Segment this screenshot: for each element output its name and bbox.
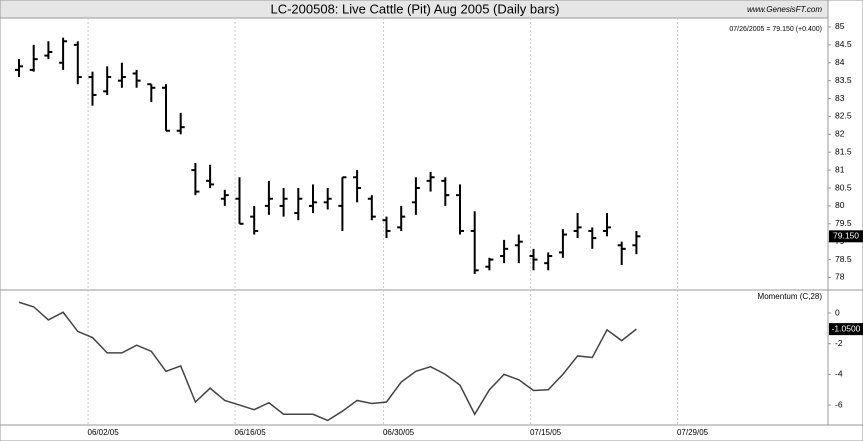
y-tick-label: 84 — [835, 57, 845, 67]
y-tick-label: 0 — [835, 307, 840, 317]
y-tick-label: 80.5 — [835, 182, 852, 192]
y-tick-label: 80 — [835, 200, 845, 210]
x-tick-label: 07/29/05 — [677, 428, 709, 437]
title-bar — [0, 0, 828, 18]
y-tick-label: 84.5 — [835, 39, 852, 49]
y-tick-label: 78.5 — [835, 254, 852, 264]
y-tick-label: 83.5 — [835, 75, 852, 85]
panel-title: Momentum (C,28) — [758, 292, 823, 301]
y-tick-label: 78 — [835, 272, 845, 282]
y-tick-label: 85 — [835, 21, 845, 31]
chart-title: LC-200508: Live Cattle (Pit) Aug 2005 (D… — [270, 1, 559, 16]
y-tick-label: 82.5 — [835, 111, 852, 121]
y-tick-label: 82 — [835, 129, 845, 139]
source: www.GenesisFT.com — [747, 5, 822, 14]
y-tick-label: -6 — [835, 399, 843, 409]
last-value-badge — [829, 323, 863, 336]
line — [18, 301, 637, 422]
x-tick-label: 06/16/05 — [235, 428, 267, 437]
last-value-label: -1.0500 — [832, 323, 861, 333]
last-value-label: 79.150 — [833, 231, 859, 241]
x-tick-label: 07/15/05 — [530, 428, 562, 437]
y-tick-label: 83 — [835, 93, 845, 103]
y-tick-label: -2 — [835, 338, 843, 348]
y-tick-label: 81.5 — [835, 146, 852, 156]
y-tick-label: 79.5 — [835, 218, 852, 228]
x-tick-label: 06/02/05 — [88, 428, 120, 437]
y-tick-label: 81 — [835, 164, 845, 174]
y-tick-label: -4 — [835, 369, 843, 379]
annotation: 07/26/2005 = 79.150 (+0.400) — [729, 26, 822, 33]
last-value-badge — [829, 230, 863, 243]
x-tick-label: 06/30/05 — [383, 428, 415, 437]
